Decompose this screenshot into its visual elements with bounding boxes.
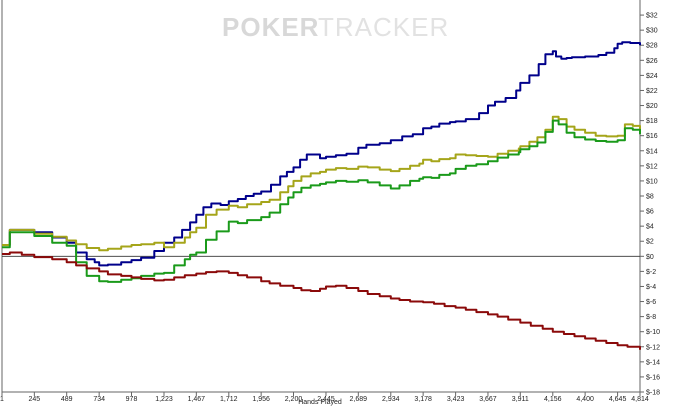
y-tick-label: $8 [646,194,654,201]
y-tick-label: $12 [646,163,658,170]
x-tick-label: 245 [29,396,41,403]
x-tick-label: 1,956 [252,396,270,403]
x-tick-label: 489 [61,396,73,403]
x-tick-label: 3,667 [479,396,497,403]
x-tick-label: 978 [126,396,138,403]
y-tick-label: $24 [646,73,658,80]
y-tick-label: $20 [646,103,658,110]
axes: $32 $30 $28 $26 $24 $22 $20 $18 $16 $14 $12 $10 $8 $6… [0,0,660,403]
y-tick-label: $10 [646,178,658,185]
series-line-3 [2,119,641,283]
x-tick-label: 3,911 [512,396,529,403]
y-tick-label: $-12 [646,344,660,351]
y-tick-label: $2 [646,239,654,246]
x-tick-label: 4,400 [576,396,594,403]
watermark-tracker: TRACKER [318,12,449,42]
y-tick-label: $22 [646,88,658,95]
y-tick-label: $16 [646,133,658,140]
x-axis-label: Hands Played [298,399,342,406]
y-tick-label: $18 [646,118,658,125]
y-tick-label: $-4 [646,284,656,291]
watermark-poker: POKER [222,12,319,42]
x-tick-label: 4,814 [631,396,649,403]
x-tick-label: 2,934 [382,396,400,403]
y-tick-label: $-14 [646,359,660,366]
x-tick-label: 1,223 [155,396,173,403]
series-layer [2,41,641,350]
x-tick-label: 2,200 [285,396,303,403]
y-tick-label: $-18 [646,390,660,397]
y-tick-label: $14 [646,148,658,155]
x-tick-label: 734 [93,396,105,403]
x-tick-label: 4,156 [544,396,562,403]
y-tick-label: $-8 [646,314,656,321]
y-tick-label: $6 [646,209,654,216]
x-tick-label: 1,712 [220,396,238,403]
y-tick-label: $32 [646,13,658,20]
x-tick-label: 1 [0,396,4,403]
y-tick-label: $-2 [646,269,656,276]
y-tick-label: $-16 [646,374,660,381]
x-tick-label: 3,178 [414,396,432,403]
series-line-1 [2,41,641,267]
y-tick-label: $30 [646,28,658,35]
series-line-4 [2,251,641,350]
x-tick-label: 3,423 [447,396,465,403]
y-tick-label: $4 [646,224,654,231]
x-tick-label: 4,645 [609,396,627,403]
series-line-2 [2,115,641,252]
x-tick-label: 2,445 [317,396,335,403]
x-tick-label: 2,689 [350,396,368,403]
y-tick-label: $26 [646,58,658,65]
x-tick-label: 1,467 [188,396,206,403]
y-tick-label: $-6 [646,299,656,306]
y-tick-label: $-10 [646,329,660,336]
y-tick-label: $0 [646,254,654,261]
y-tick-label: $28 [646,43,658,50]
